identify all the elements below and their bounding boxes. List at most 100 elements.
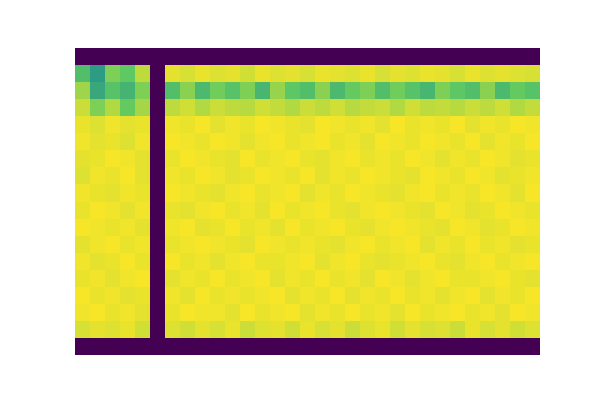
cell — [405, 116, 421, 134]
cell — [270, 219, 286, 237]
cell — [120, 253, 136, 271]
cell — [450, 116, 466, 134]
cell — [375, 287, 391, 305]
cell — [195, 48, 211, 66]
cell — [150, 184, 166, 202]
cell — [90, 133, 106, 151]
cell — [90, 150, 106, 168]
cell — [75, 133, 91, 151]
cell — [480, 202, 496, 220]
cell — [405, 99, 421, 117]
cell — [300, 321, 316, 339]
cell — [525, 184, 540, 202]
cell — [255, 116, 271, 134]
cell — [105, 48, 121, 66]
cell — [165, 99, 181, 117]
cell — [120, 287, 136, 305]
cell — [345, 236, 361, 254]
cell — [285, 253, 301, 271]
cell — [195, 304, 211, 322]
cell — [150, 202, 166, 220]
cell — [225, 321, 241, 339]
cell — [75, 184, 91, 202]
cell — [165, 48, 181, 66]
cell — [135, 82, 151, 100]
cell — [390, 82, 406, 100]
cell — [375, 48, 391, 66]
cell — [210, 338, 226, 355]
cell — [480, 304, 496, 322]
cell — [300, 253, 316, 271]
cell — [105, 270, 121, 288]
cell — [390, 236, 406, 254]
cell — [105, 99, 121, 117]
cell — [360, 304, 376, 322]
cell — [495, 202, 511, 220]
cell — [285, 99, 301, 117]
cell — [255, 65, 271, 83]
cell — [405, 219, 421, 237]
cell — [510, 270, 526, 288]
cell — [525, 133, 540, 151]
cell — [330, 99, 346, 117]
cell — [420, 133, 436, 151]
cell — [120, 133, 136, 151]
cell — [120, 321, 136, 339]
cell — [465, 65, 481, 83]
cell — [450, 99, 466, 117]
cell — [120, 116, 136, 134]
cell — [285, 270, 301, 288]
cell — [330, 304, 346, 322]
cell — [465, 99, 481, 117]
cell — [285, 184, 301, 202]
cell — [480, 133, 496, 151]
cell — [90, 321, 106, 339]
cell — [255, 219, 271, 237]
cell — [195, 338, 211, 355]
cell — [90, 219, 106, 237]
cell — [420, 116, 436, 134]
cell — [420, 99, 436, 117]
cell — [450, 202, 466, 220]
cell — [315, 253, 331, 271]
cell — [225, 236, 241, 254]
cell — [90, 236, 106, 254]
cell — [105, 236, 121, 254]
cell — [345, 116, 361, 134]
cell — [105, 287, 121, 305]
cell — [285, 321, 301, 339]
cell — [420, 219, 436, 237]
cell — [150, 304, 166, 322]
cell — [345, 338, 361, 355]
cell — [330, 202, 346, 220]
cell — [210, 321, 226, 339]
cell — [135, 48, 151, 66]
cell — [525, 304, 540, 322]
cell — [315, 133, 331, 151]
cell — [285, 150, 301, 168]
cell — [375, 236, 391, 254]
cell — [330, 116, 346, 134]
cell — [270, 167, 286, 185]
cell — [435, 65, 451, 83]
cell — [135, 321, 151, 339]
cell — [435, 202, 451, 220]
cell — [75, 236, 91, 254]
cell — [525, 99, 540, 117]
cell — [135, 167, 151, 185]
cell — [345, 65, 361, 83]
cell — [360, 202, 376, 220]
cell — [390, 184, 406, 202]
cell — [90, 270, 106, 288]
cell — [360, 167, 376, 185]
cell — [480, 65, 496, 83]
cell — [465, 219, 481, 237]
cell — [105, 150, 121, 168]
cell — [165, 321, 181, 339]
cell — [195, 321, 211, 339]
cell — [510, 82, 526, 100]
cell — [150, 48, 166, 66]
cell — [390, 150, 406, 168]
cell — [495, 304, 511, 322]
cell — [525, 338, 540, 355]
